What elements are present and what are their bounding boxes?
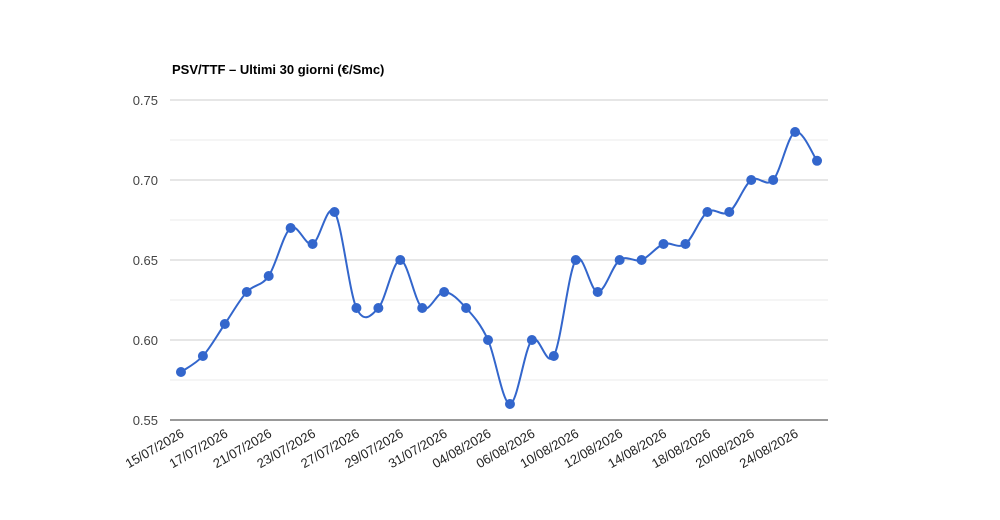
point (395, 255, 406, 265)
point (526, 335, 537, 345)
chart-title: PSV/TTF – Ultimi 30 giorni (€/Smc) (172, 62, 384, 77)
point (329, 207, 340, 217)
point (504, 399, 515, 409)
point (680, 239, 691, 249)
point (768, 175, 779, 185)
point (241, 287, 252, 297)
point (175, 367, 186, 377)
point (219, 319, 230, 329)
y-tick-label: 0.70 (133, 173, 158, 188)
point (197, 351, 208, 361)
point (483, 335, 494, 345)
point (746, 175, 757, 185)
point (570, 255, 581, 265)
point (307, 239, 318, 249)
point (636, 255, 647, 265)
y-tick-label: 0.75 (133, 93, 158, 108)
point (373, 303, 384, 313)
point (724, 207, 735, 217)
point (812, 155, 823, 166)
point (461, 303, 472, 313)
point (790, 127, 801, 137)
point (592, 287, 603, 297)
y-tick-label: 0.65 (133, 253, 158, 268)
y-tick-label: 0.55 (133, 413, 158, 428)
point (658, 239, 669, 249)
point (263, 271, 274, 281)
point (702, 207, 713, 217)
y-tick-label: 0.60 (133, 333, 158, 348)
point (285, 223, 296, 233)
point (439, 287, 450, 297)
point (417, 303, 428, 313)
point (351, 303, 362, 313)
point (548, 351, 559, 361)
point (614, 255, 625, 265)
